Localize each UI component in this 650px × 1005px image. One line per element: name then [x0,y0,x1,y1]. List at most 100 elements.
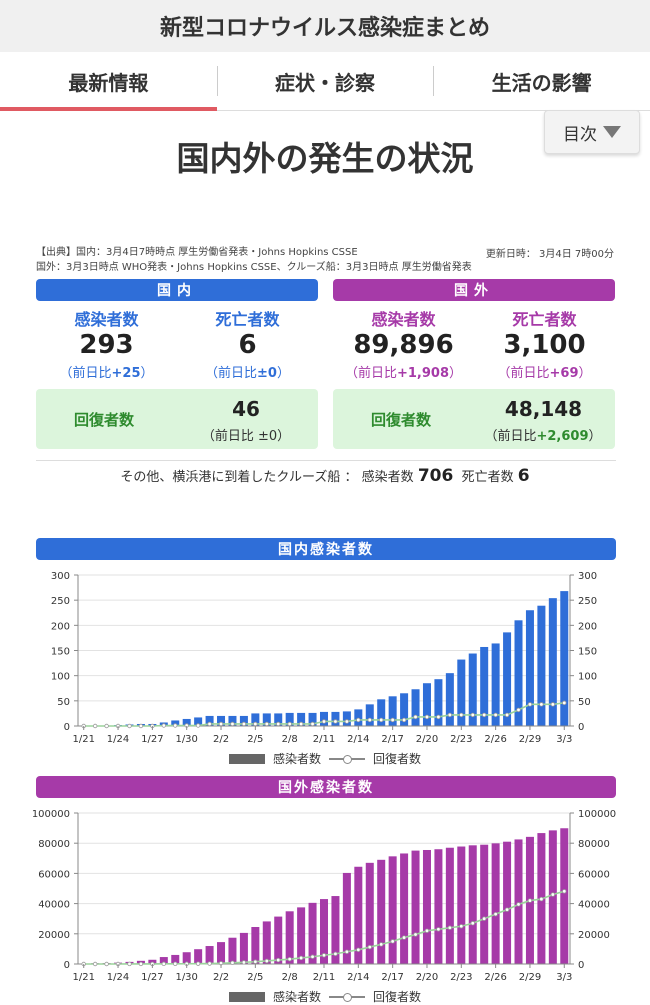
recovered-point-2/21 [437,715,441,719]
y-tick-label-left: 80000 [38,839,70,850]
bar-2/11 [320,712,328,726]
y-tick-label-right: 100000 [578,809,616,820]
overseas-recovered-label: 回復者数 [371,409,431,430]
bar-2/27 [503,842,511,964]
overseas-recovered-box: 回復者数 48,148 （前日比+2,609） [333,389,615,449]
recovered-point-3/2 [551,893,555,897]
recovered-point-2/10 [311,955,315,959]
y-tick-label-right: 300 [578,571,597,582]
tab-symptoms[interactable]: 症状・診察 [217,52,434,110]
recovered-point-1/22 [93,962,97,966]
bar-2/22 [446,673,454,726]
bar-3/3 [560,591,568,726]
y-tick-label-left: 250 [51,596,70,607]
tab-life-impact[interactable]: 生活の影響 [433,52,650,110]
x-tick-label-1/21: 1/21 [72,972,94,983]
recovered-point-2/24 [471,713,475,717]
recovered-point-2/23 [460,924,464,928]
y-tick-label-left: 300 [51,571,70,582]
bar-2/26 [492,843,500,964]
recovered-point-2/19 [414,715,418,719]
y-tick-label-left: 20000 [38,930,70,941]
recovered-point-2/23 [460,713,464,717]
bar-2/14 [354,709,362,726]
line-legend-swatch [329,758,365,760]
bar-2/12 [331,712,339,726]
y-tick-label-right: 0 [578,722,584,733]
bar-2/15 [366,704,374,726]
domestic-deaths-diff: （前日比±0） [177,362,318,381]
tab-latest[interactable]: 最新情報 [0,52,217,110]
bar-2/20 [423,683,431,726]
recovered-point-1/26 [139,962,143,966]
domestic-chart-title: 国内感染者数 [36,538,616,560]
bar-3/3 [560,828,568,964]
bar-2/28 [515,839,523,964]
recovered-point-2/5 [254,960,258,964]
domestic-chart-legend: 感染者数 回復者数 [0,750,650,767]
recovered-point-2/5 [254,722,258,726]
overseas-deaths-diff: （前日比+69） [474,362,615,381]
recovered-point-2/15 [368,945,372,949]
cruise-ship-summary: その他、横浜港に到着したクルーズ船 ： 感染者数 706 死亡者数 6 [0,466,650,486]
updated-time: 更新日時： 3月4日 7時00分 [486,245,614,260]
bar-legend-swatch [229,754,265,764]
x-tick-label-2/26: 2/26 [484,972,506,983]
recovered-point-2/22 [448,926,452,930]
recovered-point-2/25 [482,917,486,921]
recovered-point-2/10 [311,722,315,726]
recovered-point-2/26 [494,713,498,717]
x-tick-label-1/24: 1/24 [107,734,129,745]
recovered-point-2/1 [208,722,212,726]
recovered-point-1/31 [196,962,200,966]
domestic-deaths-value: 6 [177,330,318,360]
bar-legend-swatch [229,992,265,1002]
bar-2/6 [263,921,271,964]
recovered-point-3/3 [562,889,566,893]
y-tick-label-left: 0 [64,722,70,733]
recovered-point-2/15 [368,718,372,722]
recovered-point-3/3 [562,701,566,705]
recovered-point-2/14 [357,718,361,722]
app-title: 新型コロナウイルス感染症まとめ [0,0,650,52]
recovered-point-1/22 [93,724,97,728]
recovered-point-2/22 [448,713,452,717]
bar-2/1 [206,946,214,964]
x-tick-label-2/17: 2/17 [381,972,403,983]
recovered-point-2/26 [494,912,498,916]
bar-2/18 [400,853,408,964]
y-tick-label-left: 40000 [38,900,70,911]
y-tick-label-left: 100000 [32,809,70,820]
recovered-point-3/2 [551,703,555,707]
recovered-point-2/9 [299,956,303,960]
recovered-point-2/4 [242,722,246,726]
overseas-infected-label: 感染者数 [333,306,474,330]
x-tick-label-1/21: 1/21 [72,734,94,745]
recovered-point-2/27 [505,908,509,912]
x-tick-label-3/3: 3/3 [556,972,572,983]
recovered-point-2/1 [208,962,212,966]
domestic-infected-label: 感染者数 [36,306,177,330]
bar-3/2 [549,830,557,964]
recovered-point-1/29 [173,724,177,728]
recovered-point-1/28 [162,962,166,966]
bar-2/20 [423,850,431,964]
bar-2/23 [457,847,465,964]
bar-2/19 [412,689,420,726]
x-tick-label-2/17: 2/17 [381,734,403,745]
recovered-point-1/23 [105,962,109,966]
overseas-recovered-diff: （前日比+2,609） [473,425,613,444]
recovered-point-2/8 [288,957,292,961]
recovered-point-2/3 [231,961,235,965]
y-tick-label-left: 50 [57,697,70,708]
x-tick-label-1/30: 1/30 [175,972,197,983]
recovered-point-1/26 [139,724,143,728]
x-tick-label-2/20: 2/20 [416,734,438,745]
y-tick-label-right: 60000 [578,869,610,880]
domestic-deaths-label: 死亡者数 [177,306,318,330]
domestic-recovered-label: 回復者数 [74,409,134,430]
domestic-infected-diff: （前日比+25） [36,362,177,381]
bar-2/4 [240,933,248,964]
x-tick-label-2/23: 2/23 [450,734,472,745]
